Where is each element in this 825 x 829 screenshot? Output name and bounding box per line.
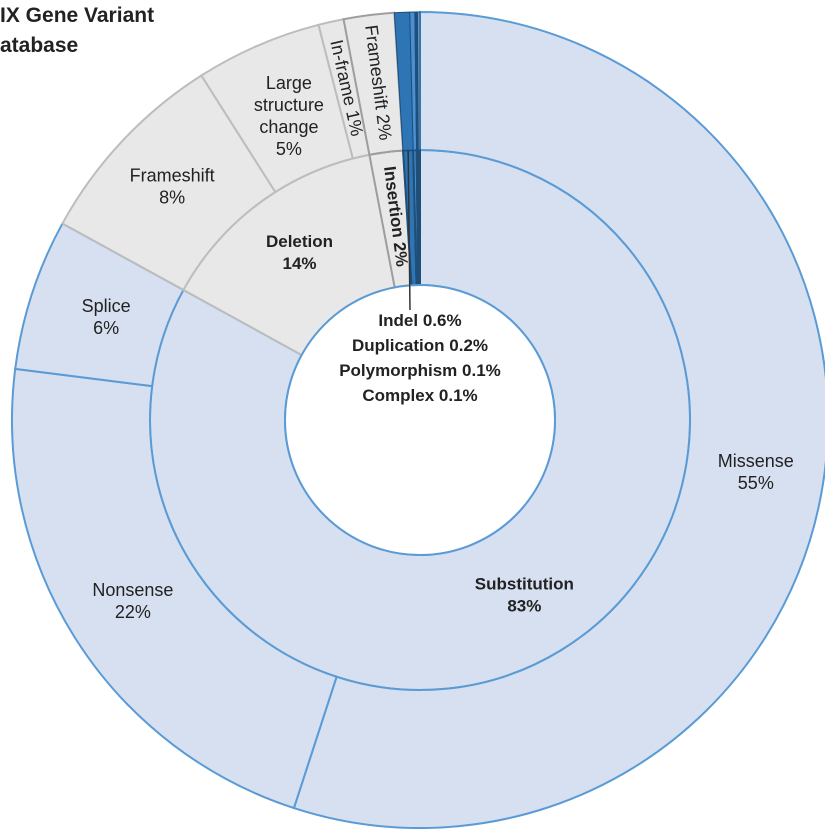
- label-value: 2%: [389, 241, 411, 268]
- segment-label: Large structure change 5%: [254, 73, 324, 159]
- label-value: 22%: [115, 602, 151, 622]
- label-name: Missense: [718, 451, 794, 471]
- label-name: Large: [266, 73, 312, 93]
- center-hole: [284, 284, 556, 556]
- inner-segment: [417, 148, 421, 287]
- center-label: Polymorphism 0.1%: [339, 361, 501, 380]
- center-label: Indel 0.6%: [378, 311, 461, 330]
- leader-line: [407, 150, 411, 311]
- label-name: Polymorphism: [339, 361, 457, 380]
- center-label: Duplication 0.2%: [352, 336, 488, 355]
- label-name: Complex: [362, 386, 434, 405]
- label-value: 5%: [276, 139, 302, 159]
- chart-title: atabase: [0, 34, 78, 57]
- label-value: 0.2%: [449, 336, 488, 355]
- label-value: 6%: [93, 318, 119, 338]
- outer-segment: [416, 11, 421, 151]
- segment-label: Frameshift 8%: [130, 165, 215, 207]
- label-name: Nonsense: [92, 580, 173, 600]
- label-name: Indel: [378, 311, 418, 330]
- label-name: Substitution: [475, 575, 574, 594]
- segment-label: Deletion 14%: [266, 233, 333, 274]
- label-value: 55%: [738, 473, 774, 493]
- segment-label: Substitution 83%: [475, 575, 574, 616]
- label-name: Deletion: [266, 233, 333, 252]
- label-value: 2%: [373, 113, 396, 141]
- label-name: Frameshift: [130, 165, 215, 185]
- label-value: 14%: [282, 255, 316, 274]
- center-label: Complex 0.1%: [362, 386, 477, 405]
- label-value: 8%: [159, 187, 185, 207]
- label-value: 0.6%: [423, 311, 462, 330]
- label-name: Duplication: [352, 336, 445, 355]
- segment-label: Missense 55%: [718, 451, 794, 493]
- segment-label: Splice 6%: [82, 296, 131, 338]
- label-name: Splice: [82, 296, 131, 316]
- outer-segment: [11, 367, 338, 810]
- label-value: 83%: [507, 597, 541, 616]
- label-value: 0.1%: [462, 361, 501, 380]
- label-name: change: [259, 117, 318, 137]
- segment-label: Nonsense 22%: [92, 580, 173, 622]
- chart-title: IX Gene Variant: [0, 4, 154, 27]
- label-name: structure: [254, 95, 324, 115]
- outer-segment: [292, 10, 825, 829]
- label-value: 0.1%: [439, 386, 478, 405]
